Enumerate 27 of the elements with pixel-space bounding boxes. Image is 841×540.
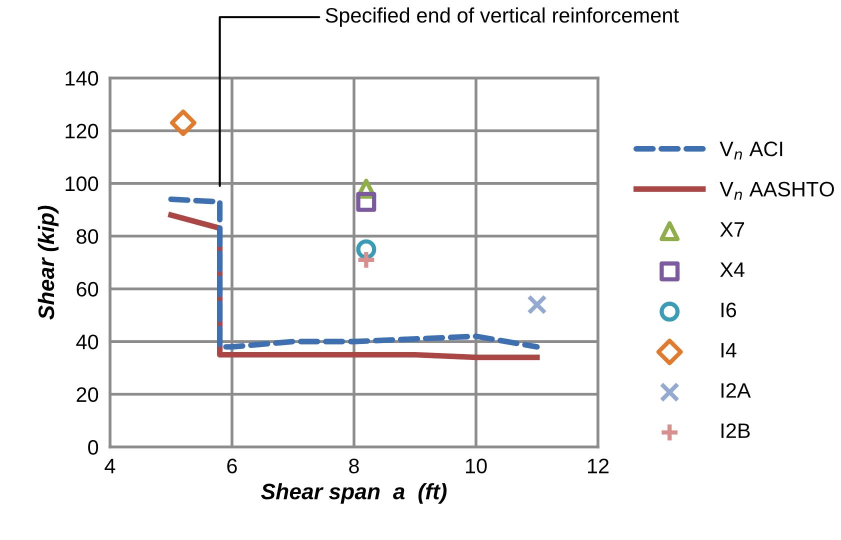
y-tick-label: 40	[76, 334, 98, 350]
legend-label: X7	[720, 222, 744, 237]
x-tick-label: 4	[104, 458, 116, 474]
text: Specified end of vertical reinforcement	[326, 7, 679, 27]
y-tick-label: 120	[66, 124, 98, 138]
y-tick-label: 60	[76, 282, 98, 297]
legend-label: V$_{n}$ AASHTO	[720, 182, 834, 200]
y-axis-title: Shear (kip)	[38, 206, 59, 320]
point	[170, 110, 196, 136]
point	[526, 294, 548, 315]
y-tick-label: 20	[76, 387, 98, 402]
x-tick-label: 8	[349, 458, 359, 474]
legend-label: I6	[722, 302, 736, 318]
x-tick-label: 10	[466, 458, 487, 474]
x-tick-label: 12	[588, 458, 609, 474]
y-tick-label: 80	[76, 229, 98, 244]
y-tick-label: 140	[66, 71, 98, 86]
y-tick-label: 100	[66, 176, 98, 192]
legend-label: I2B	[722, 423, 750, 438]
x-axis-title: Shear span a (ft)	[261, 483, 447, 504]
point	[356, 192, 376, 212]
legend-label: X4	[720, 262, 744, 277]
legend-label: I4	[722, 343, 736, 358]
y-tick-label: 0	[88, 440, 98, 455]
legend-label: I2A	[722, 383, 751, 398]
x-tick-label: 6	[227, 458, 237, 474]
legend-label: V$_{n}$ ACI	[720, 142, 782, 160]
